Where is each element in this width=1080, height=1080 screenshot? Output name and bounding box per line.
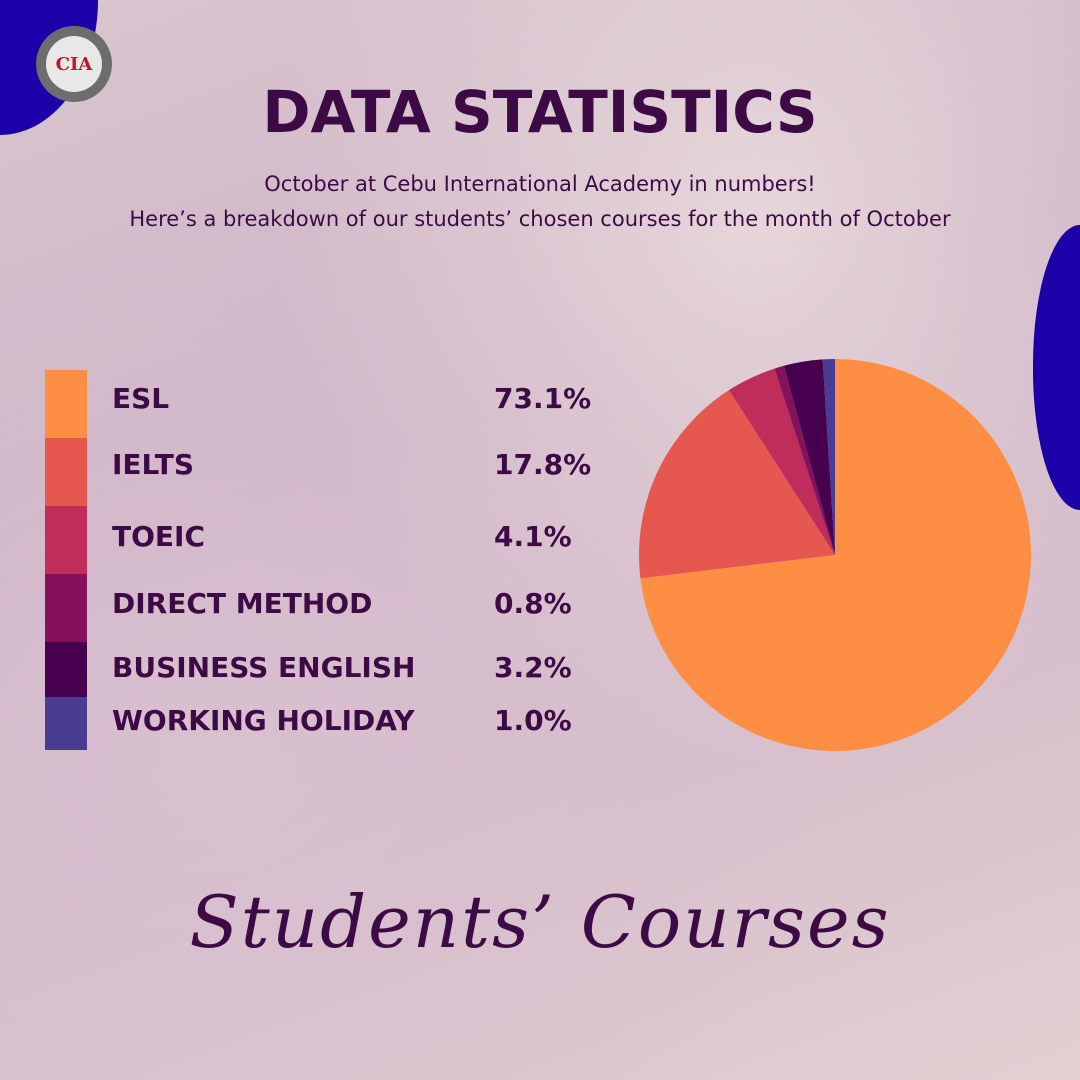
legend-swatch [45,506,87,574]
legend-label: IELTS [112,448,195,481]
legend-label: BUSINESS ENGLISH [112,651,416,684]
legend-swatch [45,642,87,697]
legend-swatch [45,438,87,506]
legend-swatch [45,370,87,438]
footer-caption: Students’ Courses [189,880,891,964]
pie-slice-business-english [783,359,835,555]
legend-value: 73.1% [494,382,592,415]
legend-value: 1.0% [494,704,572,737]
logo-text: CIA [46,36,102,92]
legend-label: ESL [112,382,170,415]
pie-slice-direct-method [774,365,835,555]
pie-slice-ielts [639,390,835,579]
pie-slice-toeic [728,368,835,555]
page-title: DATA STATISTICS [262,78,818,146]
legend-swatch [45,574,87,642]
legend-label: WORKING HOLIDAY [112,704,415,737]
decorative-blob-right [1033,225,1080,510]
subtitle-line-1: October at Cebu International Academy in… [264,172,816,196]
pie-slice-working-holiday [822,359,835,555]
subtitle-line-2: Here’s a breakdown of our students’ chos… [129,207,951,231]
pie-slice-esl [640,359,1031,751]
legend-label: DIRECT METHOD [112,587,373,620]
legend-value: 17.8% [494,448,592,481]
legend-label: TOEIC [112,520,205,553]
legend-value: 3.2% [494,651,572,684]
cia-logo: CIA [36,26,112,102]
legend-swatch [45,697,87,750]
legend-value: 0.8% [494,587,572,620]
legend-value: 4.1% [494,520,572,553]
pie-chart [639,359,1031,751]
